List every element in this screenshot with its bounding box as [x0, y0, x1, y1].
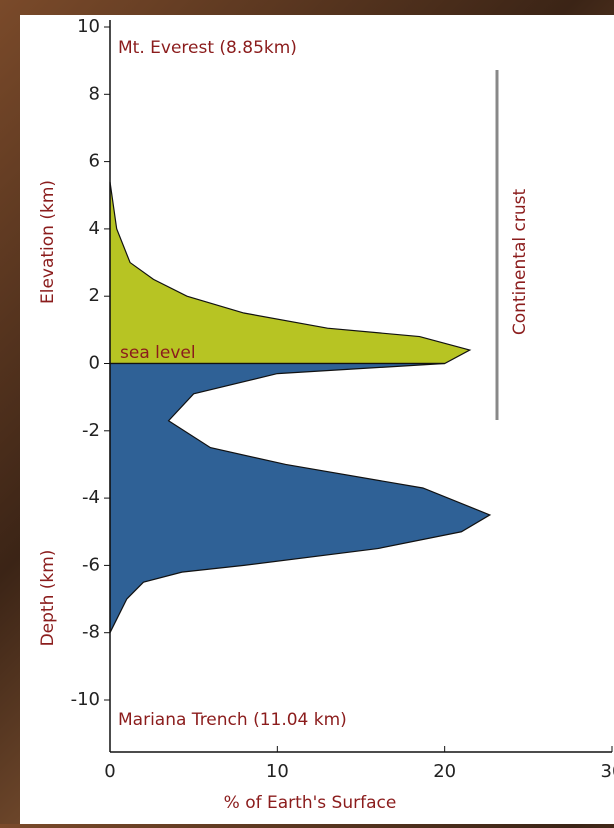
y-tick-label: 0: [89, 353, 100, 374]
y-axis-label: Elevation (km): [38, 180, 58, 304]
y-tick-label: 8: [89, 83, 100, 104]
annotation: Continental crust: [510, 189, 530, 336]
annotation: Mt. Everest (8.85km): [118, 38, 297, 58]
x-axis-label: % of Earth's Surface: [224, 793, 397, 813]
y-tick-label: 6: [89, 151, 100, 172]
y-tick-label: 2: [89, 285, 100, 306]
y-tick-label: -8: [82, 622, 100, 643]
x-tick-label: 10: [266, 761, 289, 782]
y-tick-label: -10: [71, 689, 100, 710]
x-tick-label: 20: [433, 761, 456, 782]
y-axis-label: Depth (km): [38, 550, 58, 647]
y-tick-label: -6: [82, 554, 100, 575]
y-tick-label: 10: [77, 16, 100, 37]
chart: 1086420-2-4-6-8-100102030% of Earth's Su…: [0, 0, 614, 824]
y-tick-label: -4: [82, 487, 100, 508]
annotation: Mariana Trench (11.04 km): [118, 710, 347, 730]
annotation: sea level: [120, 343, 196, 363]
x-tick-label: 0: [104, 761, 115, 782]
x-tick-label: 30: [601, 761, 614, 782]
y-tick-label: 4: [89, 218, 100, 239]
panel: [20, 15, 614, 824]
y-tick-label: -2: [82, 420, 100, 441]
